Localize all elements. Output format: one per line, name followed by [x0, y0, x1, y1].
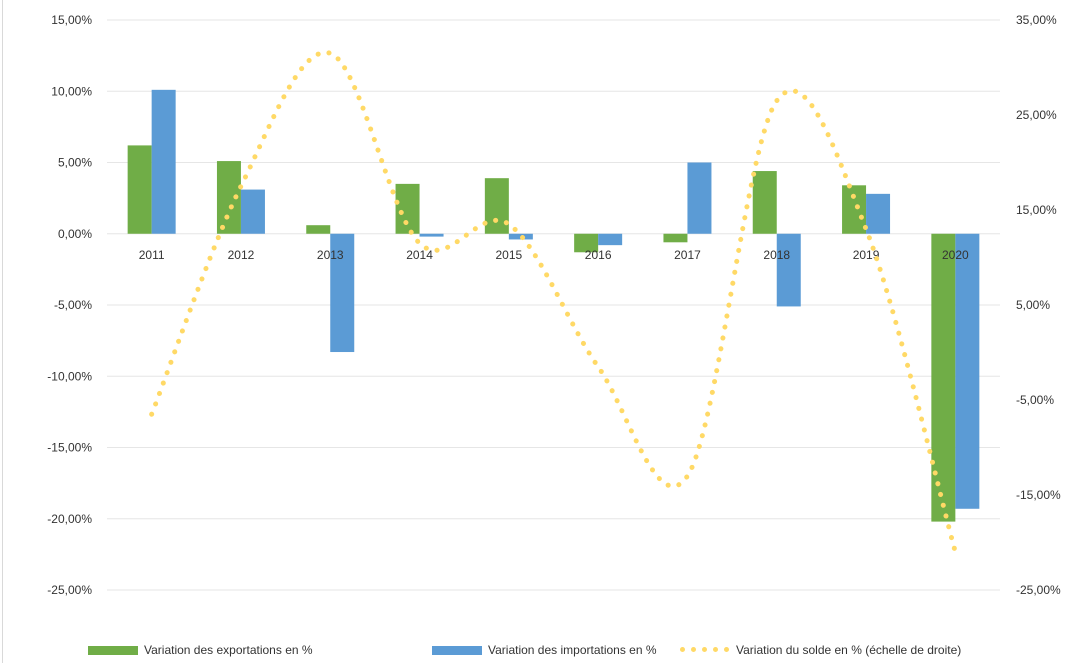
x-category-label: 2018 — [763, 248, 790, 262]
y-right-tick-label: -5,00% — [1016, 393, 1054, 407]
bar-imports — [866, 193, 891, 234]
y-left-tick-label: -10,00% — [47, 369, 92, 383]
x-category-label: 2017 — [674, 248, 701, 262]
legend-swatch-imports — [432, 645, 482, 655]
legend-item-imports: Variation des importations en % — [432, 643, 657, 657]
bar-exports — [127, 145, 152, 234]
x-category-label: 2014 — [406, 248, 433, 262]
x-category-label: 2016 — [585, 248, 612, 262]
y-left-tick-label: 0,00% — [58, 227, 92, 241]
y-left-tick-label: -25,00% — [47, 583, 92, 597]
y-left-tick-label: 10,00% — [51, 84, 92, 98]
x-category-label: 2019 — [853, 248, 880, 262]
y-right-tick-label: 5,00% — [1016, 298, 1050, 312]
legend-item-balance: Variation du solde en % (échelle de droi… — [680, 643, 961, 657]
y-right-tick-label: 15,00% — [1016, 203, 1057, 217]
bar-exports — [306, 225, 331, 234]
x-category-label: 2015 — [495, 248, 522, 262]
bar-exports — [484, 178, 509, 234]
bar-imports — [776, 233, 801, 307]
y-right-tick-label: -15,00% — [1016, 488, 1061, 502]
y-left-tick-label: 5,00% — [58, 156, 92, 170]
bar-imports — [598, 233, 623, 246]
legend-swatch-balance — [680, 645, 730, 655]
bar-exports — [752, 171, 777, 234]
bar-exports — [395, 183, 420, 234]
legend-item-exports: Variation des exportations en % — [88, 643, 313, 657]
x-category-label: 2020 — [942, 248, 969, 262]
bar-imports — [330, 233, 355, 353]
line-balance — [149, 50, 958, 555]
bar-imports — [240, 189, 265, 234]
y-left-tick-label: 15,00% — [51, 13, 92, 27]
legend-label-balance: Variation du solde en % (échelle de droi… — [736, 643, 962, 657]
bar-imports — [419, 233, 444, 237]
y-left-tick-label: -15,00% — [47, 441, 92, 455]
bar-imports — [687, 162, 712, 234]
x-category-label: 2012 — [228, 248, 255, 262]
bar-exports — [574, 233, 599, 253]
bar-imports — [151, 89, 176, 234]
bar-exports — [842, 185, 867, 234]
y-right-tick-label: -25,00% — [1016, 583, 1061, 597]
y-left-tick-label: -20,00% — [47, 512, 92, 526]
frame-edge — [2, 0, 3, 663]
y-right-tick-label: 25,00% — [1016, 108, 1057, 122]
legend-label-imports: Variation des importations en % — [488, 643, 657, 657]
y-left-tick-label: -5,00% — [54, 298, 92, 312]
y-right-tick-label: 35,00% — [1016, 13, 1057, 27]
x-category-label: 2013 — [317, 248, 344, 262]
bar-exports — [663, 233, 688, 243]
bar-imports — [955, 233, 980, 509]
chart-plot: 15,00% 10,00% 5,00% 0,00% -5,00% -10,00% -15,0… — [47, 13, 1061, 597]
bar-exports — [931, 233, 956, 522]
legend-label-exports: Variation des exportations en % — [144, 643, 313, 657]
x-category-label: 2011 — [139, 248, 165, 262]
legend: Variation des exportations en % Variatio… — [0, 643, 1074, 663]
legend-swatch-exports — [88, 645, 138, 655]
